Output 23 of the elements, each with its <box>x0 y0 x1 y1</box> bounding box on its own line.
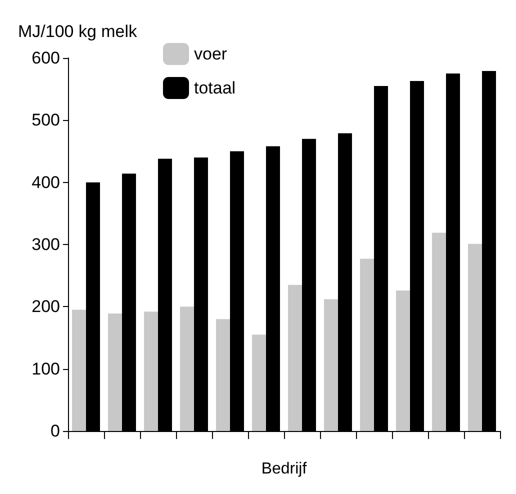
legend-label: totaal <box>194 78 236 98</box>
bar <box>324 299 338 431</box>
bar <box>360 258 374 431</box>
x-axis-title: Bedrijf <box>261 460 308 478</box>
bar <box>216 319 230 431</box>
y-tick-label: 100 <box>32 359 60 378</box>
bar <box>144 312 158 431</box>
bar <box>180 306 194 431</box>
bar <box>396 290 410 431</box>
y-tick-label: 300 <box>32 235 60 254</box>
bar <box>252 334 266 431</box>
y-tick-label: 500 <box>32 110 60 130</box>
y-tick-label: 600 <box>32 48 60 68</box>
y-axis-title: MJ/100 kg melk <box>18 22 138 41</box>
bar <box>108 314 122 431</box>
y-tick-label: 0 <box>50 422 60 440</box>
bar <box>288 284 302 431</box>
bar <box>432 232 446 431</box>
y-tick-label: 200 <box>32 297 60 316</box>
bar <box>72 310 86 431</box>
bar <box>468 244 482 431</box>
y-tick-label: 400 <box>32 172 60 192</box>
legend-label: voer <box>194 44 228 64</box>
